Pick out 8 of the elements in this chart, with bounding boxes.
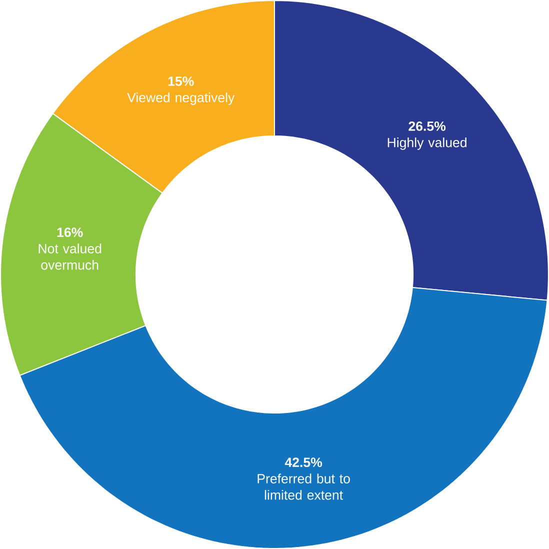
data-label: 15% [168,76,194,86]
slice-label: Not valued overmuch [38,244,102,270]
data-label: 42.5% [284,458,322,468]
slice-label: Highly valued [388,137,466,150]
data-label: 16% [57,228,83,237]
slice-label: Viewed negatively [127,92,235,105]
data-label: 26.5% [408,121,446,131]
slice-label: Preferred but to limited extent [258,474,350,500]
